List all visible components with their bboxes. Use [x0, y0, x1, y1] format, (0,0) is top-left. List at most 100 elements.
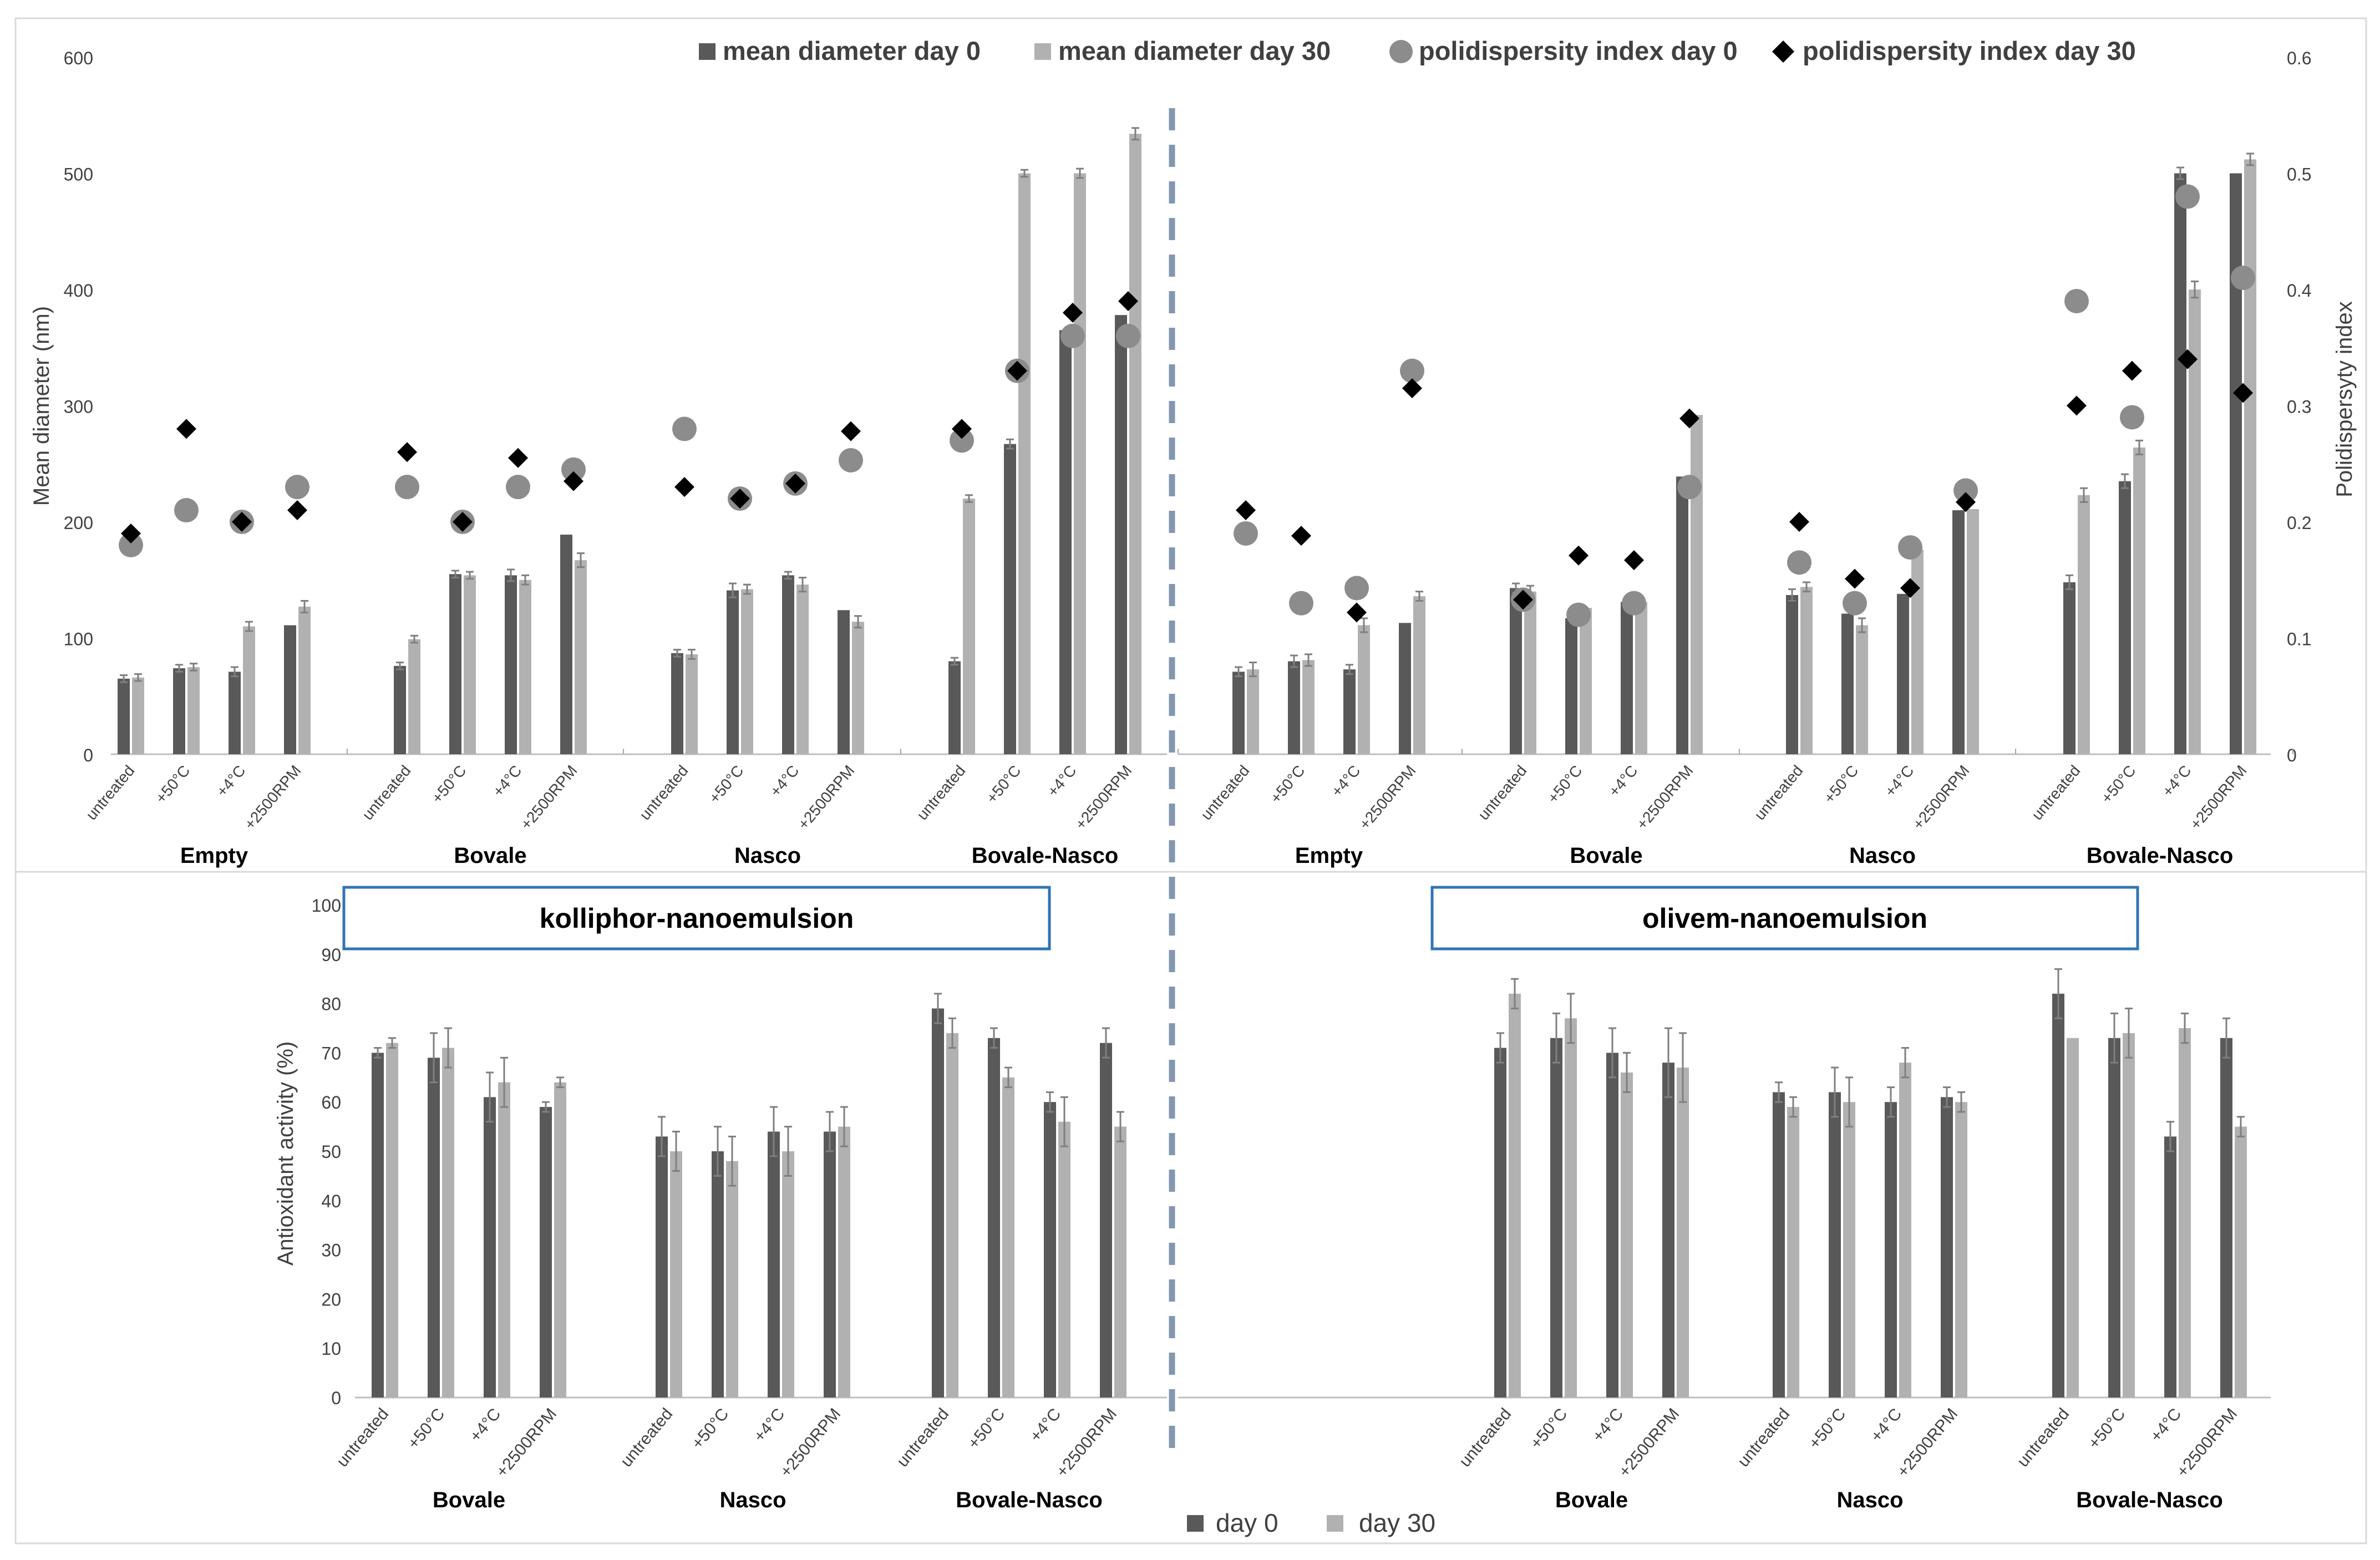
treatment-tick-label: untreated — [1751, 762, 1806, 824]
bottom-left-bar-day0 — [372, 1053, 384, 1398]
kolliphor-title-frame — [342, 886, 1051, 951]
top-left-pdi-day30-marker — [287, 500, 307, 521]
right-y-tick-label: 0.6 — [2287, 48, 2311, 68]
top-right-bar-day0 — [1343, 669, 1356, 754]
bottom-right-bar-day30 — [1843, 1102, 1855, 1398]
bottom-left-bar-day0 — [824, 1131, 836, 1398]
bottom-right-bar-day30 — [2123, 1033, 2135, 1398]
top-right-pdi-day0-marker — [1622, 591, 1646, 616]
top-left-bar-day30 — [464, 575, 476, 754]
top-left-pdi-day30-marker — [952, 419, 972, 439]
top-right-bar-day0 — [1897, 593, 1909, 754]
top-right-bar-day30 — [2133, 447, 2145, 754]
bottom-left-bar-day0 — [428, 1058, 440, 1398]
top-right-bar-day0 — [1232, 672, 1245, 754]
bottom-right-bar-day0 — [2108, 1038, 2120, 1398]
top-legend: mean diameter day 0 mean diameter day 30… — [699, 36, 2136, 65]
legend-label-pdi-day0: polidispersity index day 0 — [1419, 36, 1738, 65]
top-right-bar-day0 — [1676, 476, 1688, 754]
bottom-left-bar-day0 — [1100, 1043, 1112, 1398]
top-right-bar-day30 — [1524, 591, 1536, 754]
bottom-y-tick-label: 100 — [312, 896, 341, 916]
top-right-pdi-day30-marker — [1291, 526, 1311, 546]
bottom-right-bar-day30 — [1565, 1018, 1577, 1398]
top-left-pdi-day30-marker — [176, 419, 196, 439]
treatment-tick-label: untreated — [2028, 762, 2084, 824]
left-y-tick-label: 0 — [83, 745, 93, 765]
top-left-bar-day0 — [671, 653, 683, 754]
top-right-bar-day0 — [2063, 582, 2075, 754]
top-right-pdi-day30-marker — [1569, 545, 1589, 566]
top-left-pdi-day0-marker — [839, 448, 863, 472]
right-y-tick-label: 0.5 — [2287, 165, 2311, 185]
top-left-bar-day30 — [408, 639, 420, 754]
treatment-tick-label: +50°C — [2085, 1405, 2129, 1452]
bottom-right-bar-day0 — [1550, 1038, 1562, 1398]
top-left-bar-day30 — [686, 654, 698, 754]
right-y-tick-label: 0.4 — [2287, 281, 2311, 301]
top-right-pdi-day0-marker — [2231, 266, 2255, 291]
top-left-bar-day0 — [948, 661, 961, 754]
top-left-pdi-day30-marker — [121, 523, 141, 543]
treatment-tick-label: untreated — [333, 1405, 393, 1470]
treatment-tick-label: +4°C — [1328, 762, 1363, 800]
treatment-tick-label: untreated — [83, 762, 138, 824]
legend-label-pdi-day30: polidispersity index day 30 — [1803, 36, 2136, 65]
bottom-left-bar-day30 — [554, 1082, 566, 1398]
legend-marker-pdi-day0 — [1389, 40, 1413, 63]
treatment-tick-label: +2500RPM — [1909, 762, 1972, 833]
top-right-bar-day30 — [1580, 608, 1592, 754]
left-y-tick-label: 400 — [64, 281, 93, 301]
top-left-pdi-day0-marker — [561, 457, 586, 482]
top-left-bar-day0 — [727, 590, 739, 754]
top-right-pdi-day0-marker — [1289, 591, 1313, 616]
left-y-tick-label: 500 — [64, 165, 93, 185]
olivem-title-frame — [1430, 886, 2139, 951]
group-label: Bovale — [433, 1488, 505, 1512]
bottom-right-bar-day0 — [1829, 1092, 1841, 1398]
bottom-left-bar-day30 — [946, 1033, 958, 1398]
top-left-bar-day30 — [575, 560, 587, 754]
top-right-bar-day30 — [1247, 669, 1259, 754]
bottom-y-tick-label: 60 — [321, 1092, 341, 1112]
top-left-bar-day0 — [284, 625, 296, 754]
left-y-axis-title: Mean diameter (nm) — [29, 306, 54, 506]
treatment-tick-label: untreated — [1456, 1405, 1515, 1470]
bottom-left-bar-day0 — [712, 1151, 724, 1398]
bottom-left-bar-day30 — [1114, 1126, 1126, 1398]
bottom-right-bar-day0 — [1941, 1097, 1953, 1398]
treatment-tick-label: +50°C — [2098, 762, 2139, 806]
treatment-tick-label: +50°C — [404, 1405, 449, 1452]
treatment-tick-label: +50°C — [428, 762, 469, 806]
top-left-bar-day0 — [118, 678, 130, 754]
treatment-tick-label: +4°C — [1881, 762, 1917, 800]
top-left-pdi-day0-marker — [950, 428, 974, 453]
bottom-left-bar-day30 — [1058, 1121, 1070, 1398]
treatment-tick-label: +2500RPM — [2186, 762, 2250, 833]
treatment-tick-label: +2500RPM — [517, 762, 580, 833]
top-right-pdi-day0-marker — [2064, 288, 2089, 313]
top-left-bar-day30 — [1018, 173, 1031, 754]
top-left-pdi-day0-marker — [119, 532, 143, 557]
treatment-tick-label: +4°C — [2159, 762, 2194, 800]
bottom-left-bar-day30 — [386, 1043, 398, 1398]
bottom-right-bar-day0 — [1885, 1102, 1897, 1398]
treatment-tick-label: +4°C — [2146, 1405, 2185, 1445]
top-right-pdi-day30-marker — [1956, 492, 1976, 512]
top-left-bar-day30 — [1129, 134, 1141, 754]
group-label: Bovale — [454, 843, 526, 868]
legend-swatch-day0 — [1187, 1515, 1204, 1532]
top-left-pdi-day30-marker — [232, 512, 252, 532]
treatment-tick-label: untreated — [1475, 762, 1530, 824]
top-right-bar-day30 — [2078, 495, 2090, 754]
top-right-pdi-day30-marker — [2067, 395, 2087, 416]
bottom-right-bar-day30 — [1509, 993, 1521, 1398]
bottom-y-tick-label: 80 — [321, 994, 341, 1014]
top-left-bar-day30 — [741, 589, 753, 754]
group-label: Bovale-Nasco — [972, 843, 1119, 868]
top-left-pdi-day0-marker — [395, 475, 419, 500]
top-right-pdi-day0-marker — [1677, 475, 1702, 500]
treatment-tick-label: untreated — [894, 1405, 953, 1470]
treatment-tick-label: +50°C — [688, 1405, 733, 1452]
